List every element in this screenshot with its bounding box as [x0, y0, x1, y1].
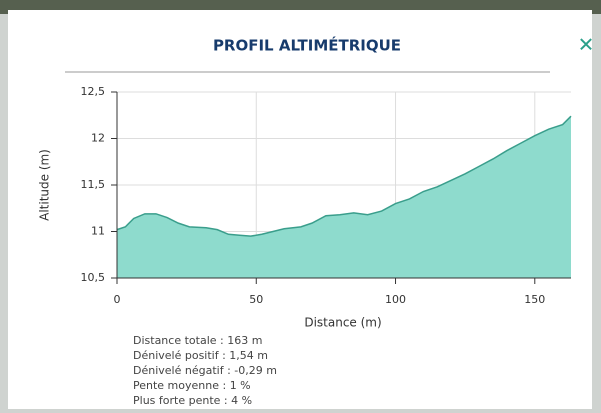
stat-line: Dénivelé positif : 1,54 m — [133, 349, 268, 362]
stat-line: Dénivelé négatif : -0,29 m — [133, 364, 277, 377]
y-tick-label: 12 — [91, 132, 105, 145]
y-axis-label: Altitude (m) — [38, 149, 52, 221]
y-tick-label: 10,5 — [81, 271, 106, 284]
x-axis-label: Distance (m) — [304, 316, 381, 330]
stat-line: Distance totale : 163 m — [133, 334, 262, 347]
close-button[interactable]: ✕ — [578, 33, 595, 57]
page: PROFIL ALTIMÉTRIQUE ✕ Altitude (m) Dista… — [0, 0, 601, 409]
panel-title: PROFIL ALTIMÉTRIQUE — [213, 36, 401, 55]
y-tick-label: 12,5 — [81, 85, 106, 98]
x-tick-label: 100 — [385, 293, 406, 306]
stat-line: Plus forte pente : 4 % — [133, 394, 252, 407]
x-tick-label: 50 — [249, 293, 263, 306]
y-tick-label: 11,5 — [81, 178, 106, 191]
y-tick-label: 11 — [91, 225, 105, 238]
x-tick-label: 0 — [114, 293, 121, 306]
stat-line: Pente moyenne : 1 % — [133, 379, 251, 392]
x-tick-label: 150 — [524, 293, 545, 306]
profile-panel: PROFIL ALTIMÉTRIQUE ✕ Altitude (m) Dista… — [0, 0, 601, 409]
